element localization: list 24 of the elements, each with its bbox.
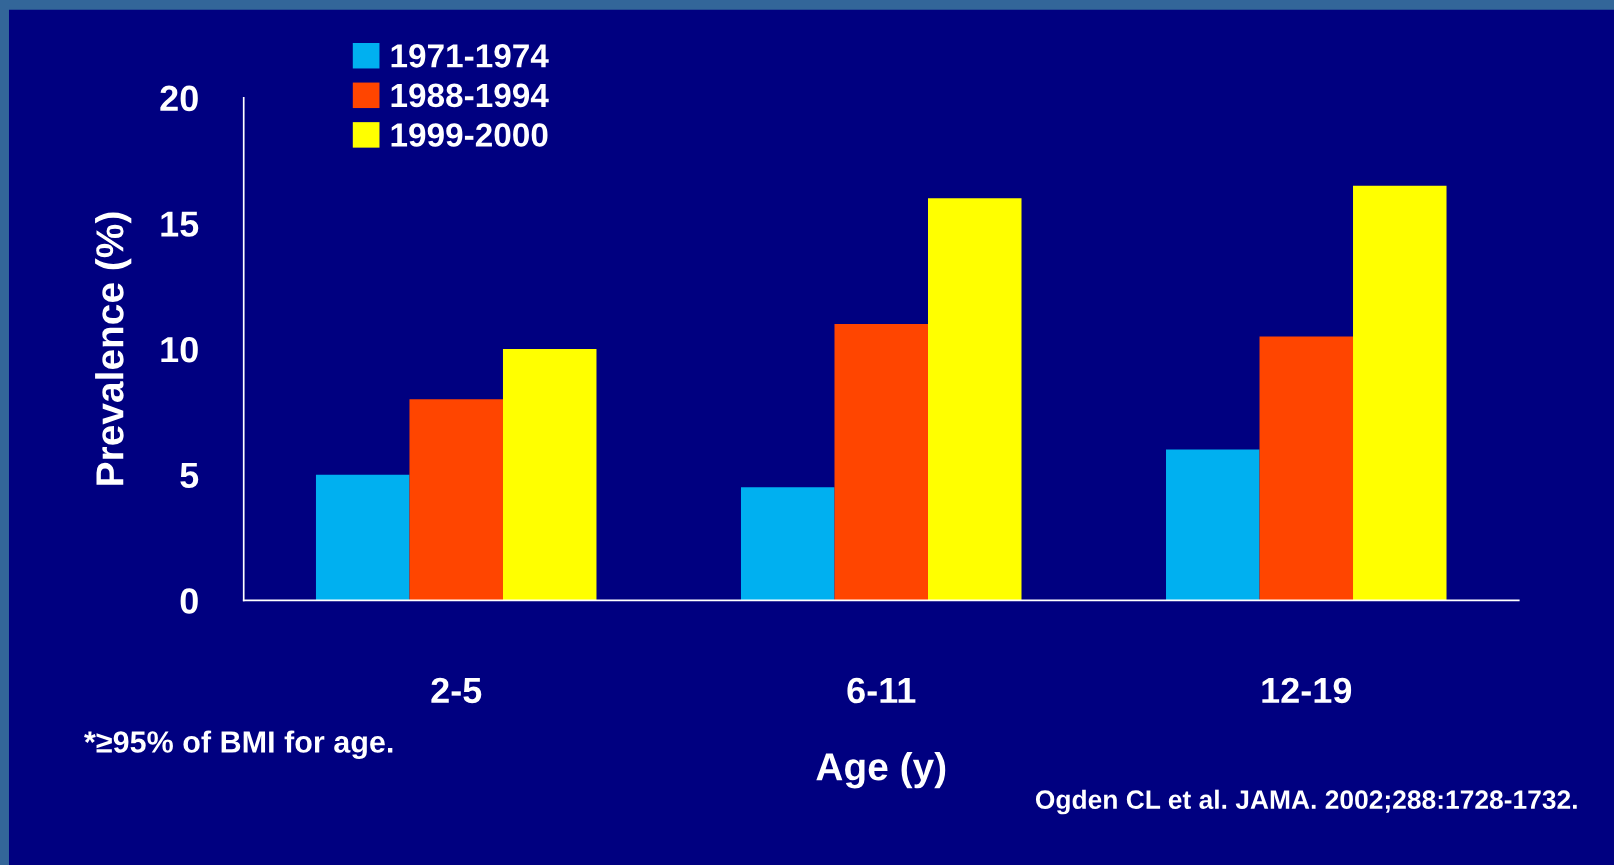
text: *≥95% of BMI for age.: [84, 730, 393, 760]
legend-label: 1988-1994: [391, 83, 549, 108]
bar: [315, 474, 410, 601]
y-tick-label: 20: [160, 85, 198, 112]
bar: [740, 487, 835, 601]
y-tick-label: 0: [180, 588, 198, 614]
bar: [409, 399, 503, 601]
bar: [1353, 185, 1447, 601]
bar: [1166, 449, 1260, 601]
y-axis-title: Prevalence (%): [95, 212, 132, 485]
y-tick-label: 10: [161, 336, 198, 363]
y-tick-label: 15: [161, 211, 199, 237]
legend-label: 1999-2000: [391, 123, 548, 147]
text: Ogden CL et al. JAMA. 2002;288:1728-1732.: [1035, 789, 1577, 815]
bar: [928, 198, 1022, 601]
bar: [834, 323, 928, 601]
bar: [502, 349, 597, 601]
x-tick-label: 2-5: [431, 677, 482, 704]
x-axis-title: Age (y): [816, 752, 946, 789]
y-tick-label: 5: [180, 462, 199, 489]
x-tick-label: 6-11: [847, 677, 916, 704]
x-tick-label: 12-19: [1262, 677, 1352, 704]
legend-label: 1971-1974: [391, 44, 549, 68]
bar: [1259, 336, 1354, 601]
